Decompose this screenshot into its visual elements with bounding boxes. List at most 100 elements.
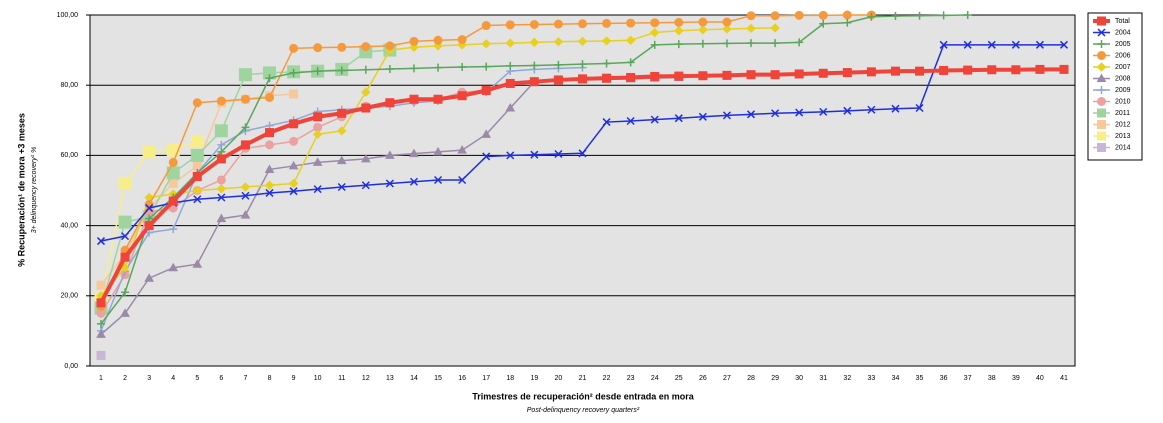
x-tick-label: 3 bbox=[147, 375, 151, 382]
data-point bbox=[626, 58, 635, 67]
data-point bbox=[216, 175, 226, 185]
data-point bbox=[458, 62, 467, 71]
data-point bbox=[505, 38, 515, 48]
data-point bbox=[190, 134, 204, 148]
data-point bbox=[577, 36, 588, 47]
legend-label: 2013 bbox=[1115, 133, 1131, 140]
data-point bbox=[216, 213, 227, 223]
data-point bbox=[1011, 65, 1021, 75]
data-point bbox=[578, 60, 587, 69]
data-point bbox=[457, 145, 467, 154]
x-tick-label: 33 bbox=[868, 375, 876, 382]
data-point bbox=[482, 62, 491, 71]
data-point bbox=[457, 35, 467, 45]
data-point bbox=[867, 12, 876, 21]
x-tick-label: 26 bbox=[699, 375, 707, 382]
x-tick-label: 19 bbox=[530, 375, 538, 382]
legend-marker bbox=[1097, 120, 1106, 129]
x-tick-label: 10 bbox=[314, 375, 322, 382]
data-point bbox=[482, 152, 491, 161]
data-point bbox=[915, 66, 925, 76]
data-point bbox=[818, 68, 828, 78]
data-point bbox=[963, 40, 972, 49]
data-point bbox=[265, 74, 274, 83]
data-point bbox=[241, 191, 250, 200]
data-point bbox=[650, 27, 660, 38]
data-point bbox=[289, 136, 299, 146]
x-tick-label: 13 bbox=[386, 375, 394, 382]
x-tick-label: 34 bbox=[892, 375, 900, 382]
data-point bbox=[434, 175, 443, 185]
data-point bbox=[939, 40, 948, 49]
data-point bbox=[118, 176, 132, 190]
legend-label: 2008 bbox=[1115, 75, 1131, 82]
data-point bbox=[142, 145, 156, 159]
data-point bbox=[963, 65, 973, 75]
data-point bbox=[214, 124, 228, 138]
x-tick-label: 6 bbox=[219, 375, 223, 382]
data-point bbox=[481, 85, 491, 95]
data-point bbox=[939, 11, 948, 20]
data-point bbox=[818, 10, 828, 20]
data-point bbox=[265, 188, 274, 197]
data-point bbox=[337, 42, 347, 52]
data-point bbox=[192, 171, 202, 181]
data-point bbox=[481, 129, 492, 138]
data-point bbox=[216, 96, 226, 106]
data-point bbox=[698, 17, 708, 27]
x-tick-label: 28 bbox=[747, 375, 755, 382]
data-point bbox=[217, 140, 226, 149]
data-point bbox=[217, 193, 226, 202]
x-axis-label: Trimestres de recuperación² desde entrad… bbox=[472, 391, 695, 401]
data-point bbox=[96, 237, 106, 246]
data-point bbox=[554, 149, 563, 159]
x-tick-label: 1 bbox=[99, 375, 103, 382]
data-point bbox=[337, 108, 347, 118]
data-point bbox=[915, 11, 924, 20]
data-point bbox=[866, 67, 876, 77]
x-tick-label: 16 bbox=[458, 375, 466, 382]
data-point bbox=[265, 140, 275, 150]
x-tick-label: 2 bbox=[123, 375, 127, 382]
data-point bbox=[96, 329, 106, 338]
data-point bbox=[529, 37, 540, 48]
legend-label: 2006 bbox=[1115, 52, 1131, 59]
data-point bbox=[289, 43, 299, 53]
data-point bbox=[433, 94, 443, 104]
data-point bbox=[96, 298, 106, 308]
data-point bbox=[602, 18, 612, 28]
data-point bbox=[698, 71, 708, 81]
data-point bbox=[192, 259, 203, 268]
legend-label: 2011 bbox=[1115, 110, 1130, 117]
data-point bbox=[169, 225, 178, 234]
data-point bbox=[385, 98, 395, 108]
legend-marker bbox=[1096, 62, 1107, 72]
x-tick-label: 24 bbox=[651, 375, 659, 382]
x-tick-label: 21 bbox=[579, 375, 587, 382]
data-point bbox=[770, 11, 780, 21]
data-point bbox=[746, 11, 756, 21]
legend-label: 2005 bbox=[1115, 41, 1131, 48]
data-point bbox=[289, 119, 299, 129]
data-point bbox=[168, 157, 178, 167]
data-point bbox=[722, 39, 731, 48]
data-point bbox=[409, 36, 419, 46]
data-point bbox=[289, 187, 298, 196]
data-point bbox=[602, 73, 612, 83]
data-point bbox=[795, 108, 804, 117]
data-point bbox=[746, 110, 756, 119]
data-point bbox=[674, 17, 684, 27]
data-point bbox=[409, 64, 418, 73]
data-point bbox=[337, 182, 346, 192]
data-point bbox=[385, 150, 395, 159]
x-tick-label: 5 bbox=[195, 375, 199, 382]
y-tick-label: 40,00 bbox=[60, 222, 78, 229]
data-point bbox=[602, 59, 611, 68]
data-point bbox=[192, 185, 203, 196]
data-point bbox=[890, 66, 900, 76]
data-point bbox=[216, 184, 227, 194]
data-point bbox=[121, 232, 130, 241]
x-tick-label: 9 bbox=[292, 375, 296, 382]
x-tick-label: 11 bbox=[338, 375, 345, 382]
data-point bbox=[698, 112, 707, 121]
